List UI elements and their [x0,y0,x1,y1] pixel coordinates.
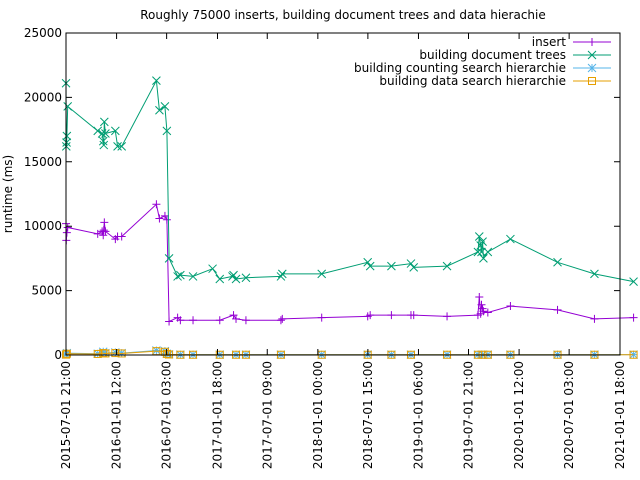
data-point-0-20 [189,316,197,324]
x-tick-label-4: 2017-07-01 09:00 [260,361,274,469]
x-tick-label-2: 2016-07-01 03:00 [160,361,174,469]
data-point-0-41 [506,302,514,310]
y-tick-label-3: 15000 [24,155,62,169]
data-point-0-42 [554,306,562,314]
y-tick-label-5: 25000 [24,26,62,40]
data-point-1-22 [209,265,217,273]
legend-item-0: insert [532,35,611,49]
data-point-1-43 [484,248,492,256]
x-tick-label-5: 2018-01-01 00:00 [311,361,325,469]
y-tick-label-1: 5000 [31,284,62,298]
data-point-1-47 [630,278,638,286]
series-3 [63,348,638,359]
data-point-0-2 [63,229,71,237]
data-point-0-21 [216,316,224,324]
legend-label-2: building counting search hierarchie [354,61,566,75]
x-tick-label-11: 2021-01-01 18:00 [613,361,627,469]
y-tick-label-0: 0 [54,348,62,362]
data-point-1-23 [216,275,224,283]
data-point-0-44 [630,314,638,322]
chart-title: Roughly 75000 inserts, building document… [140,8,546,22]
series-layer [62,77,638,359]
data-point-0-17 [165,318,173,326]
data-point-0-8 [100,218,108,226]
y-tick-label-4: 20000 [24,90,62,104]
x-tick-label-9: 2020-01-01 12:00 [512,361,526,469]
y-tick-label-2: 10000 [24,219,62,233]
x-tick-label-6: 2018-07-01 15:00 [361,361,375,469]
data-point-0-24 [242,316,250,324]
legend-marker-0 [588,38,596,46]
legend-marker-2 [588,64,596,72]
legend-item-1: building document trees [419,48,611,62]
series-0 [62,200,638,325]
data-point-0-26 [278,315,286,323]
data-point-0-33 [443,312,451,320]
legend-label-3: building data search hierarchie [379,74,566,88]
legend-item-2: building counting search hierarchie [354,61,611,75]
data-point-0-27 [318,314,326,322]
data-point-1-44 [506,235,514,243]
x-tick-label-7: 2019-01-01 06:00 [411,361,425,469]
data-point-0-16 [163,216,171,224]
legend-item-3: building data search hierarchie [379,74,611,88]
data-point-1-5 [94,127,102,135]
data-point-1-45 [554,258,562,266]
data-point-0-25 [277,316,285,324]
x-tick-label-0: 2015-07-01 21:00 [59,361,73,469]
series-1 [62,77,638,286]
data-point-0-3 [64,223,72,231]
legend-label-0: insert [532,35,567,49]
data-point-0-30 [387,311,395,319]
x-tick-label-10: 2020-07-01 03:00 [562,361,576,469]
data-point-1-19 [174,272,182,280]
series-line-1 [66,81,634,282]
data-point-1-46 [590,270,598,278]
legend-label-1: building document trees [419,48,566,62]
y-axis-label: runtime (ms) [1,155,15,233]
x-tick-label-1: 2016-01-01 12:00 [110,361,124,469]
data-point-1-31 [364,258,372,266]
x-tick-label-3: 2017-01-01 18:00 [210,361,224,469]
x-tick-label-8: 2019-07-01 21:00 [462,361,476,469]
legend: insertbuilding document treesbuilding co… [354,35,611,88]
data-point-0-40 [484,308,492,316]
data-point-0-35 [475,293,483,301]
series-2 [62,346,638,358]
data-point-0-43 [590,315,598,323]
series-line-0 [66,204,634,321]
axes-layer: 0 5000 10000 15000 20000 25000 2015-07-01 21:0… [24,26,627,469]
